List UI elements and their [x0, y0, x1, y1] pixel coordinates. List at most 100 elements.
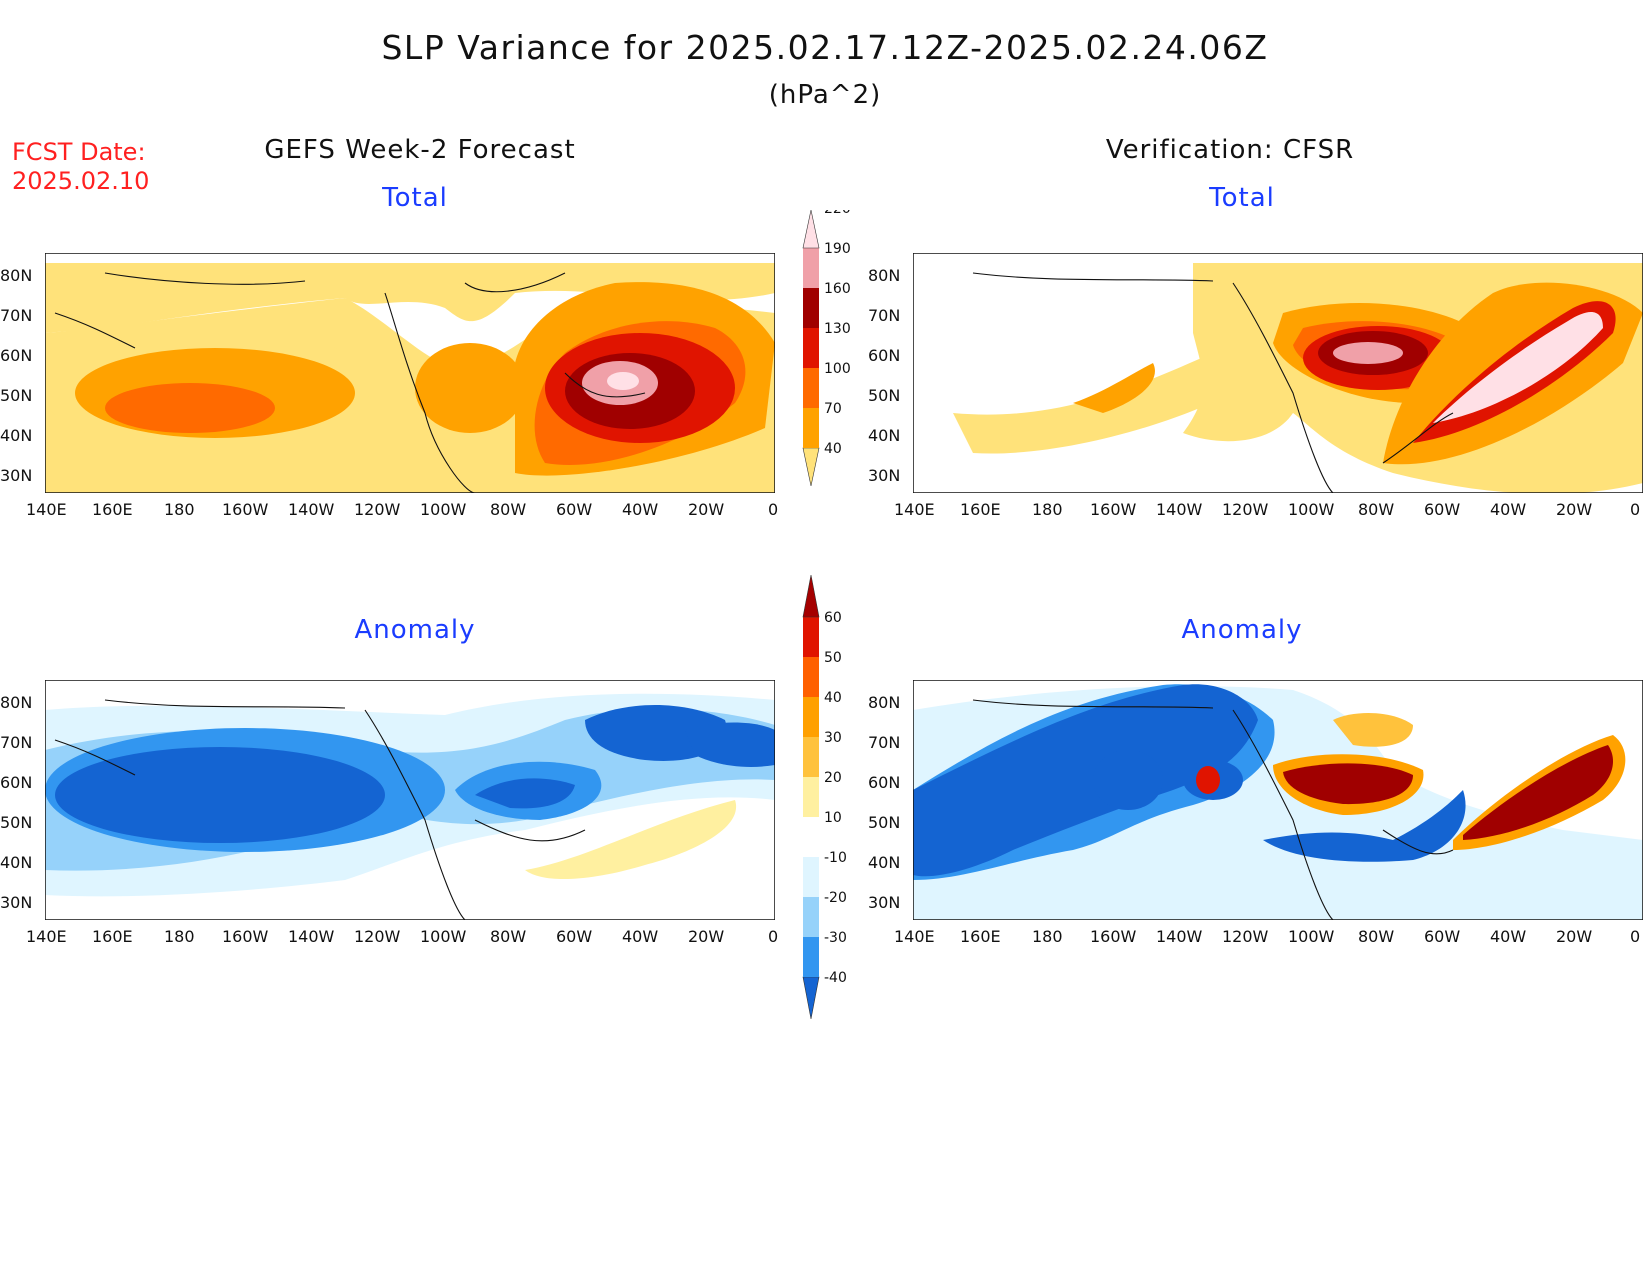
- colorbar-segment: [803, 408, 819, 448]
- lat-tick-label: 80N: [0, 693, 33, 712]
- map-verification-anomaly: [913, 680, 1643, 920]
- lon-tick-label: 140W: [288, 500, 335, 519]
- lat-tick-label: 60N: [868, 773, 901, 792]
- colorbar-level-label: 100: [824, 361, 851, 377]
- colorbar-segment: [803, 857, 819, 897]
- colorbar-level-label: 190: [824, 241, 851, 257]
- colorbar-level-label: -30: [824, 930, 847, 946]
- lat-tick-label: 60N: [868, 346, 901, 365]
- figure-title: SLP Variance for 2025.02.17.12Z-2025.02.…: [381, 28, 1269, 67]
- colorbar-level-label: 70: [824, 401, 842, 417]
- lon-tick-label: 40W: [622, 500, 659, 519]
- lon-tick-label: 120W: [354, 927, 401, 946]
- lon-tick-label: 140W: [1156, 927, 1203, 946]
- colorbar-segment: [803, 328, 819, 368]
- lon-tick-label: 180: [1032, 927, 1063, 946]
- panel-title-verification-anomaly: Anomaly: [1181, 615, 1303, 645]
- lon-tick-label: 0: [768, 500, 779, 519]
- colorbar-segment: [803, 777, 819, 817]
- lon-tick-label: 60W: [1424, 500, 1461, 519]
- lon-tick-label: 160W: [1090, 927, 1137, 946]
- lon-tick-label: 160E: [960, 500, 1001, 519]
- forecast-date-block: FCST Date: 2025.02.10: [12, 138, 149, 196]
- lon-tick-label: 0: [1630, 927, 1641, 946]
- colorbar-segment: [803, 737, 819, 777]
- panel-title-verification-total: Total: [1209, 183, 1275, 213]
- lat-tick-label: 70N: [868, 733, 901, 752]
- colorbar-end-triangle: [802, 976, 820, 1020]
- colorbar-level-label: 20: [824, 770, 842, 786]
- lon-tick-label: 120W: [354, 500, 401, 519]
- lon-tick-label: 140E: [894, 500, 935, 519]
- colorbar-segment: [803, 697, 819, 737]
- lon-tick-label: 180: [1032, 500, 1063, 519]
- lon-tick-label: 80W: [1358, 500, 1395, 519]
- colorbar-level-label: 130: [824, 321, 851, 337]
- lat-tick-label: 30N: [868, 466, 901, 485]
- colorbar-end-triangle: [802, 447, 820, 487]
- lat-tick-label: 60N: [0, 773, 33, 792]
- lon-tick-label: 100W: [420, 927, 467, 946]
- column-title-verification: Verification: CFSR: [1105, 135, 1355, 165]
- lon-tick-label: 40W: [622, 927, 659, 946]
- lon-tick-label: 40W: [1490, 927, 1527, 946]
- colorbar-level-label: -10: [824, 850, 847, 866]
- lat-tick-label: 30N: [0, 893, 33, 912]
- lon-tick-label: 160E: [960, 927, 1001, 946]
- lon-tick-label: 160E: [92, 500, 133, 519]
- lon-tick-label: 60W: [556, 500, 593, 519]
- colorbar-segment: [803, 817, 819, 857]
- lon-tick-label: 140W: [1156, 500, 1203, 519]
- lat-tick-label: 70N: [0, 306, 33, 325]
- lat-tick-label: 40N: [0, 853, 33, 872]
- colorbar-segment: [803, 657, 819, 697]
- lat-tick-label: 70N: [0, 733, 33, 752]
- lon-tick-label: 60W: [1424, 927, 1461, 946]
- lon-tick-label: 160W: [1090, 500, 1137, 519]
- lon-tick-label: 140W: [288, 927, 335, 946]
- lon-tick-label: 120W: [1222, 927, 1269, 946]
- colorbar-level-label: 30: [824, 730, 842, 746]
- map-verification-total: [913, 253, 1643, 493]
- lon-tick-label: 160W: [222, 500, 269, 519]
- lon-tick-label: 100W: [1288, 500, 1335, 519]
- lat-tick-label: 50N: [0, 813, 33, 832]
- colorbar-segment: [803, 288, 819, 328]
- colorbar-level-label: 50: [824, 650, 842, 666]
- forecast-date-label: FCST Date:: [12, 138, 146, 166]
- colorbar-level-label: 40: [824, 690, 842, 706]
- lat-tick-label: 30N: [0, 466, 33, 485]
- lon-tick-label: 120W: [1222, 500, 1269, 519]
- colorbar-level-label: 60: [824, 610, 842, 626]
- lat-tick-label: 50N: [868, 813, 901, 832]
- lon-tick-label: 0: [768, 927, 779, 946]
- colorbar-segment: [803, 248, 819, 288]
- lon-tick-label: 100W: [1288, 927, 1335, 946]
- colorbar-level-label: -20: [824, 890, 847, 906]
- colorbar-segment: [803, 897, 819, 937]
- lon-tick-label: 20W: [1556, 500, 1593, 519]
- lat-tick-label: 40N: [868, 853, 901, 872]
- lon-tick-label: 80W: [490, 500, 527, 519]
- colorbar-level-label: 40: [824, 441, 842, 457]
- lat-tick-label: 30N: [868, 893, 901, 912]
- colorbar-level-label: 160: [824, 281, 851, 297]
- lon-tick-label: 160W: [222, 927, 269, 946]
- lon-tick-label: 60W: [556, 927, 593, 946]
- lon-tick-label: 40W: [1490, 500, 1527, 519]
- figure-units: (hPa^2): [768, 80, 882, 110]
- colorbar-level-label: 10: [824, 810, 842, 826]
- lon-tick-label: 180: [164, 927, 195, 946]
- lon-tick-label: 100W: [420, 500, 467, 519]
- lon-tick-label: 20W: [688, 927, 725, 946]
- colorbar-anomaly: -40 -30 -20 -10 10 20 30 40 50 60: [802, 575, 847, 1020]
- colorbar-end-triangle: [802, 210, 820, 249]
- lat-tick-label: 80N: [868, 693, 901, 712]
- forecast-date-value: 2025.02.10: [12, 167, 150, 195]
- map-forecast-anomaly: [45, 680, 775, 920]
- lon-tick-label: 140E: [26, 927, 67, 946]
- column-title-forecast: GEFS Week-2 Forecast: [264, 135, 576, 165]
- lon-tick-label: 80W: [490, 927, 527, 946]
- colorbar-level-label: -40: [824, 970, 847, 986]
- colorbar-end-triangle: [802, 575, 820, 618]
